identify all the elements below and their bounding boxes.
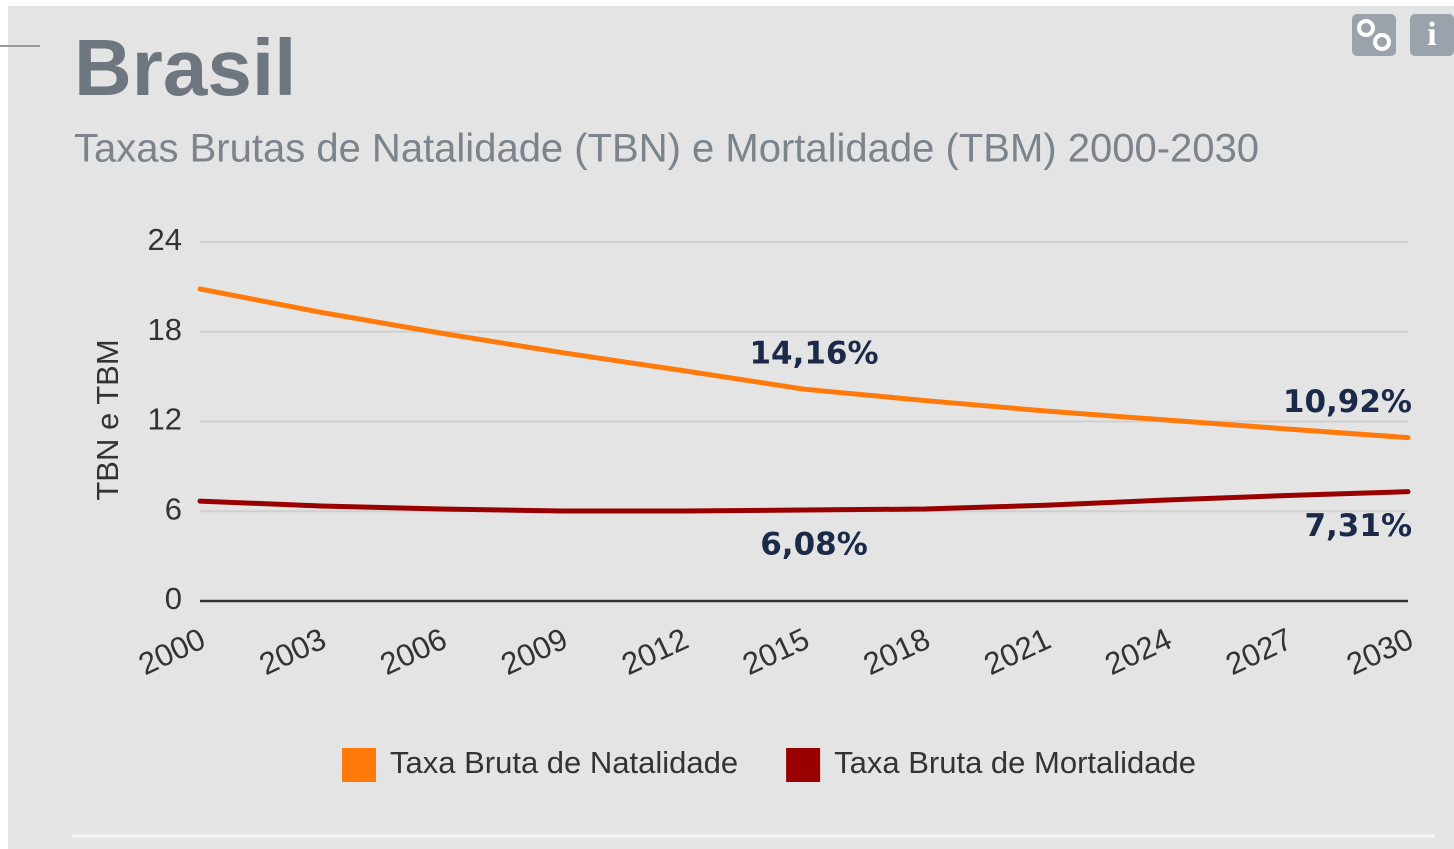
legend-label: Taxa Bruta de Natalidade (390, 745, 738, 780)
value-label: 7,31% (1304, 508, 1412, 544)
legend-swatch (342, 748, 376, 782)
chart-title: Brasil (74, 23, 296, 112)
value-label: 14,16% (749, 336, 878, 372)
value-label: 6,08% (760, 527, 868, 563)
card (8, 6, 1454, 849)
chart-subtitle: Taxas Brutas de Natalidade (TBN) e Morta… (74, 127, 1259, 171)
y-tick-label: 12 (148, 402, 182, 437)
link-icon[interactable] (1352, 14, 1396, 56)
y-tick-label: 18 (148, 312, 182, 347)
legend-label: Taxa Bruta de Mortalidade (834, 745, 1196, 780)
value-label: 10,92% (1283, 384, 1412, 420)
y-tick-label: 24 (148, 222, 182, 257)
y-tick-label: 0 (165, 581, 182, 616)
y-tick-label: 6 (165, 491, 182, 526)
info-icon[interactable] (1410, 14, 1454, 56)
y-axis-label: TBN e TBM (90, 339, 125, 500)
legend-swatch (786, 748, 821, 782)
series-line (197, 489, 1411, 514)
series-line (197, 286, 1411, 441)
link-icon-ring (1357, 19, 1375, 37)
info-icon-glyph: i (1427, 16, 1436, 53)
link-icon-ring (1373, 33, 1391, 51)
